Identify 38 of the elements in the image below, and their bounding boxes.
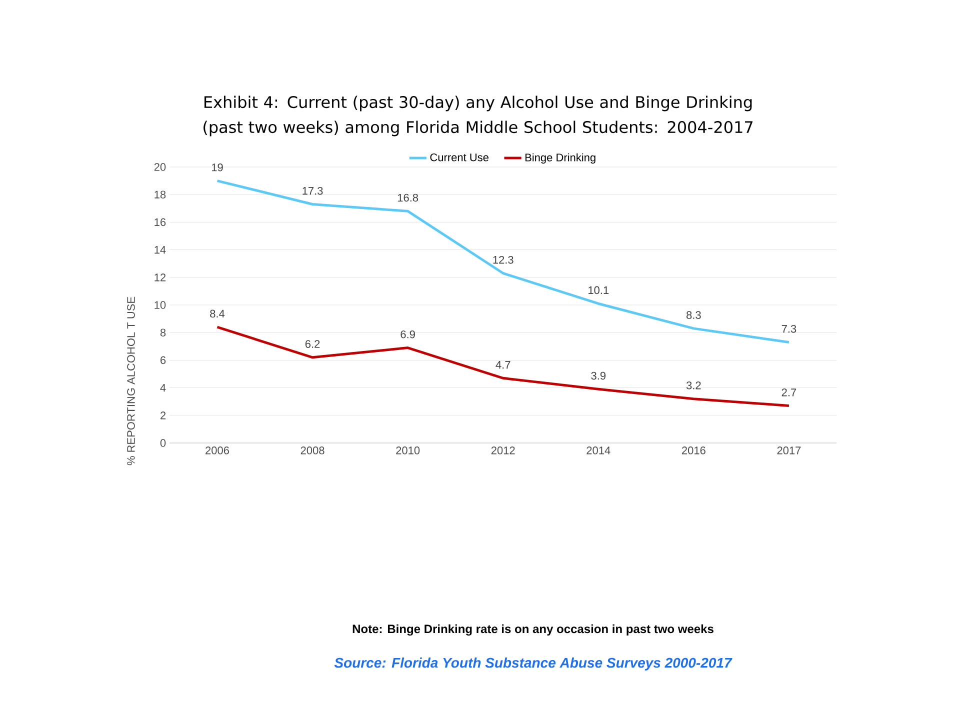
legend-label: Binge Drinking bbox=[525, 153, 596, 164]
x-tick-label: 2006 bbox=[206, 446, 229, 454]
y-tick-label: 0 bbox=[160, 439, 166, 447]
chart-title: Exhibit 4: Current (past 30-day) any Alcohol Use and Binge Drinking (past two weeks) among Florida Middle School Students: 2004-2017 bbox=[204, 96, 753, 136]
y-tick-label: 10 bbox=[154, 301, 166, 309]
y-tick-label: 14 bbox=[154, 246, 166, 254]
y-axis-title: % REPORTING ALCOHOL T USE bbox=[127, 296, 135, 466]
data-label: 3.2 bbox=[686, 382, 701, 390]
y-tick-label: 2 bbox=[160, 412, 166, 420]
legend-label: Current Use bbox=[430, 153, 488, 162]
x-tick-label: 2012 bbox=[491, 446, 515, 454]
x-tick-label: 2010 bbox=[396, 446, 420, 454]
data-label: 16.8 bbox=[398, 194, 418, 202]
source-note: Source: Florida Youth Substance Abuse Surveys 2000-2017 bbox=[334, 657, 732, 671]
x-tick-label: 2016 bbox=[682, 446, 706, 454]
data-label: 8.3 bbox=[686, 311, 701, 319]
data-label: 8.4 bbox=[210, 310, 225, 318]
y-tick-label: 12 bbox=[154, 274, 166, 282]
y-tick-label: 18 bbox=[154, 190, 166, 198]
y-tick-label: 20 bbox=[154, 163, 166, 171]
data-label: 17.3 bbox=[302, 186, 323, 195]
data-label: 6.2 bbox=[305, 340, 320, 348]
data-label: 2.7 bbox=[782, 388, 796, 396]
y-tick-label: 8 bbox=[160, 328, 166, 336]
x-tick-label: 2014 bbox=[586, 446, 610, 454]
y-tick-label: 6 bbox=[160, 356, 166, 364]
data-label: 7.3 bbox=[782, 324, 796, 333]
data-label: 4.7 bbox=[496, 361, 510, 369]
data-label: 10.1 bbox=[588, 286, 609, 294]
x-tick-label: 2008 bbox=[300, 446, 324, 454]
text: Note: Binge Drinking rate is on any occasion in past two weeks bbox=[352, 624, 714, 636]
data-label: 6.9 bbox=[400, 330, 415, 338]
x-tick-label: 2017 bbox=[777, 446, 801, 454]
y-tick-label: 4 bbox=[160, 384, 166, 392]
data-label: 19 bbox=[212, 163, 223, 172]
y-tick-label: 16 bbox=[154, 218, 166, 226]
data-label: 3.9 bbox=[591, 372, 606, 380]
data-label: 12.3 bbox=[493, 256, 514, 264]
